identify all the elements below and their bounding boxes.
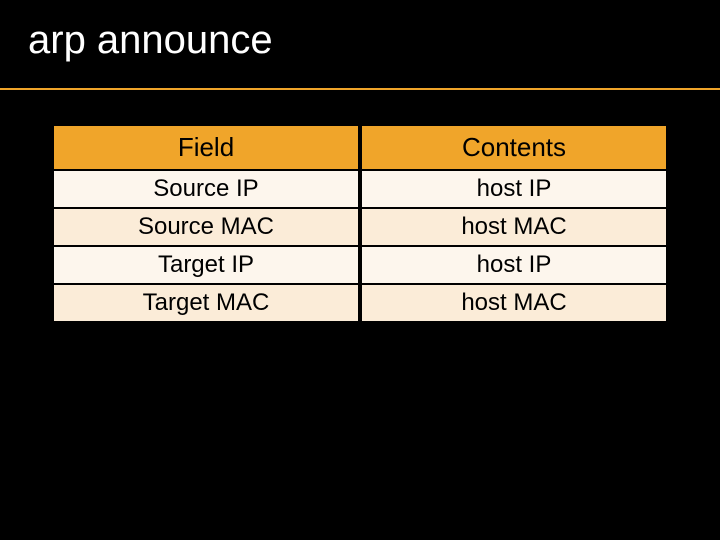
arp-table: Field Contents Source IP host IP Source …: [50, 124, 670, 323]
cell-field: Source IP: [54, 171, 358, 207]
slide-title: arp announce: [0, 0, 720, 63]
cell-field: Target IP: [54, 247, 358, 283]
table-row: Source MAC host MAC: [54, 209, 666, 245]
cell-contents: host IP: [362, 247, 666, 283]
col-header-field: Field: [54, 126, 358, 169]
table-header-row: Field Contents: [54, 126, 666, 169]
cell-contents: host MAC: [362, 285, 666, 321]
title-underline: [0, 88, 720, 90]
col-header-contents: Contents: [362, 126, 666, 169]
table-row: Source IP host IP: [54, 171, 666, 207]
slide: arp announce Field Contents Source IP ho…: [0, 0, 720, 540]
cell-contents: host MAC: [362, 209, 666, 245]
cell-contents: host IP: [362, 171, 666, 207]
table-row: Target IP host IP: [54, 247, 666, 283]
table-row: Target MAC host MAC: [54, 285, 666, 321]
cell-field: Source MAC: [54, 209, 358, 245]
cell-field: Target MAC: [54, 285, 358, 321]
